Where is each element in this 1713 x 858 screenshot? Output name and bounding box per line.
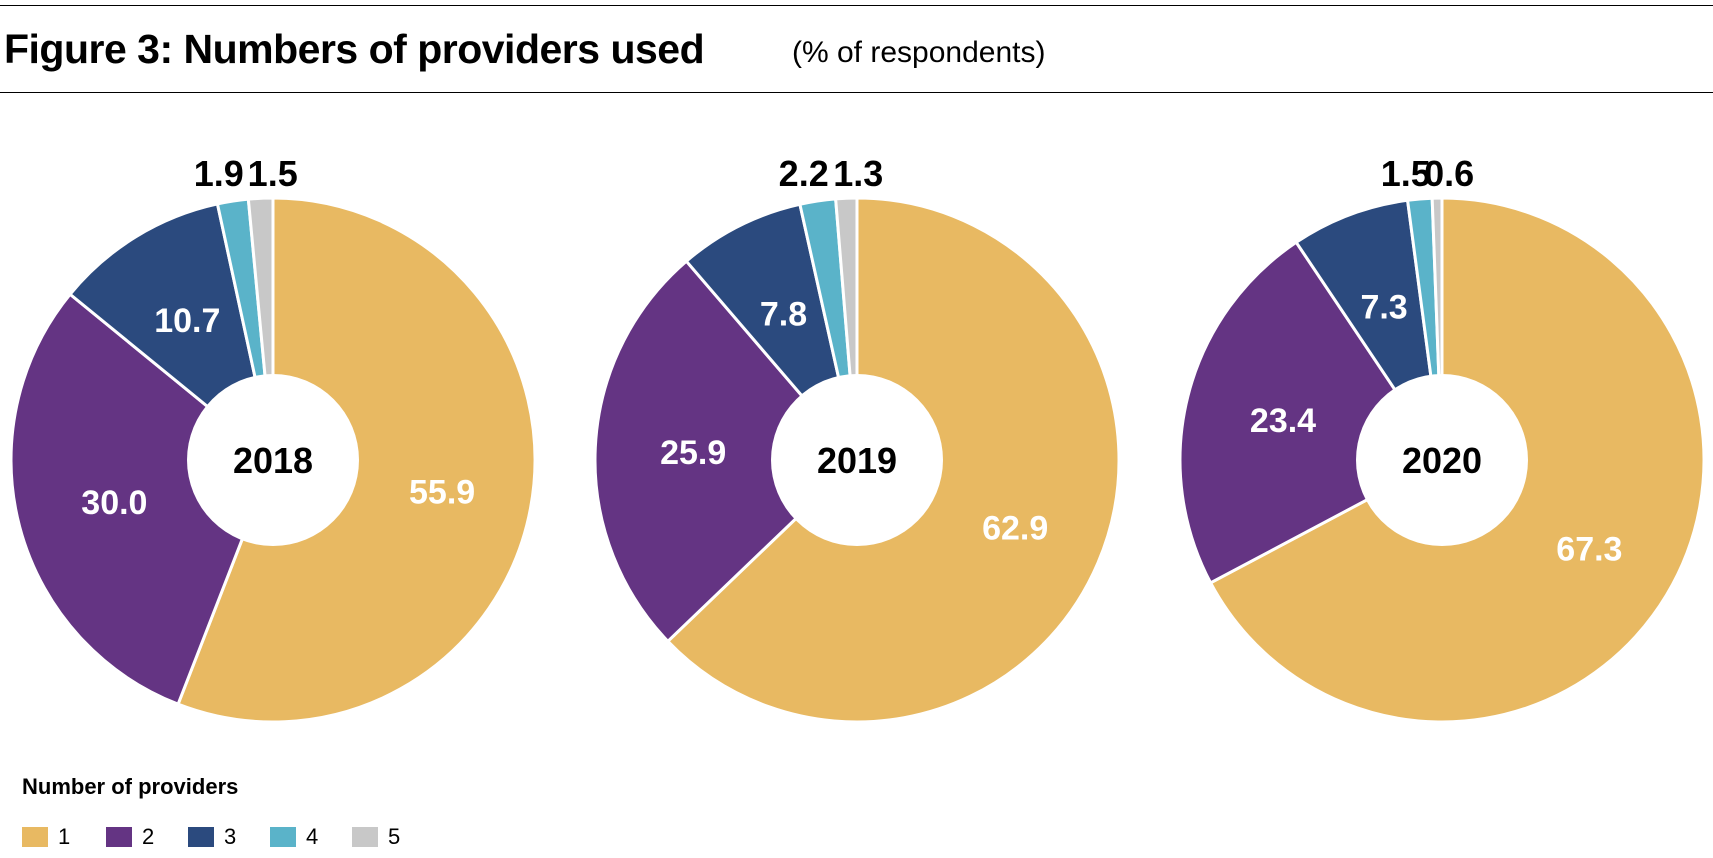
slice-label-2020-4: 1.5 xyxy=(1381,153,1431,194)
top-rule xyxy=(0,5,1713,6)
slice-label-2018-3: 10.7 xyxy=(154,302,220,340)
donut-chart-2020: 67.3 23.4 7.3 1.50.6 2020 xyxy=(1178,153,1706,724)
legend-title: Number of providers xyxy=(22,774,239,799)
slice-label-2019-5: 1.3 xyxy=(833,153,883,194)
center-label-2020: 2020 xyxy=(1402,440,1482,481)
legend-label-5: 5 xyxy=(388,824,401,849)
slice-label-2019-4: 2.2 xyxy=(779,153,829,194)
slice-label-2018-5: 1.5 xyxy=(248,153,298,194)
header-rule xyxy=(0,92,1713,93)
slice-label-2018-1: 55.9 xyxy=(409,474,475,512)
slice-label-2020-5: 0.6 xyxy=(1424,153,1474,194)
slice-label-2020-1: 67.3 xyxy=(1556,531,1622,569)
legend-swatch-4 xyxy=(270,827,296,847)
slice-2019-2 xyxy=(593,259,860,644)
legend-swatch-5 xyxy=(352,827,378,847)
legend-swatch-3 xyxy=(188,827,214,847)
legend-label-4: 4 xyxy=(306,824,319,849)
slice-label-2020-3: 7.3 xyxy=(1360,289,1407,327)
legend-label-1: 1 xyxy=(58,824,71,849)
slice-2018-2 xyxy=(9,292,275,707)
donut-hole-2018 xyxy=(187,374,359,546)
figure-subtitle: (% of respondents) xyxy=(792,36,1046,69)
slice-label-2018-2: 30.0 xyxy=(81,484,147,522)
donut-hole-2020 xyxy=(1356,374,1528,546)
slice-label-2018-4: 1.9 xyxy=(194,153,244,194)
slice-label-2019-3: 7.8 xyxy=(760,295,807,333)
center-label-2018: 2018 xyxy=(233,440,313,481)
figure-title: Figure 3: Numbers of providers used xyxy=(4,26,705,72)
slice-label-2019-1: 62.9 xyxy=(982,510,1048,548)
donut-hole-2019 xyxy=(771,374,943,546)
slice-label-2019-2: 25.9 xyxy=(660,434,726,472)
center-label-2019: 2019 xyxy=(817,440,897,481)
slice-2020-2 xyxy=(1178,240,1445,585)
legend-swatch-1 xyxy=(22,827,48,847)
donut-chart-2018: 55.9 30.0 10.7 1.9 1.5 2018 xyxy=(9,153,537,724)
legend-label-3: 3 xyxy=(224,824,237,849)
legend-label-2: 2 xyxy=(142,824,155,849)
donut-chart-2019: 62.9 25.9 7.8 2.2 1.3 2019 xyxy=(593,153,1121,724)
legend-swatch-2 xyxy=(106,827,132,847)
slice-label-2020-2: 23.4 xyxy=(1250,402,1316,440)
